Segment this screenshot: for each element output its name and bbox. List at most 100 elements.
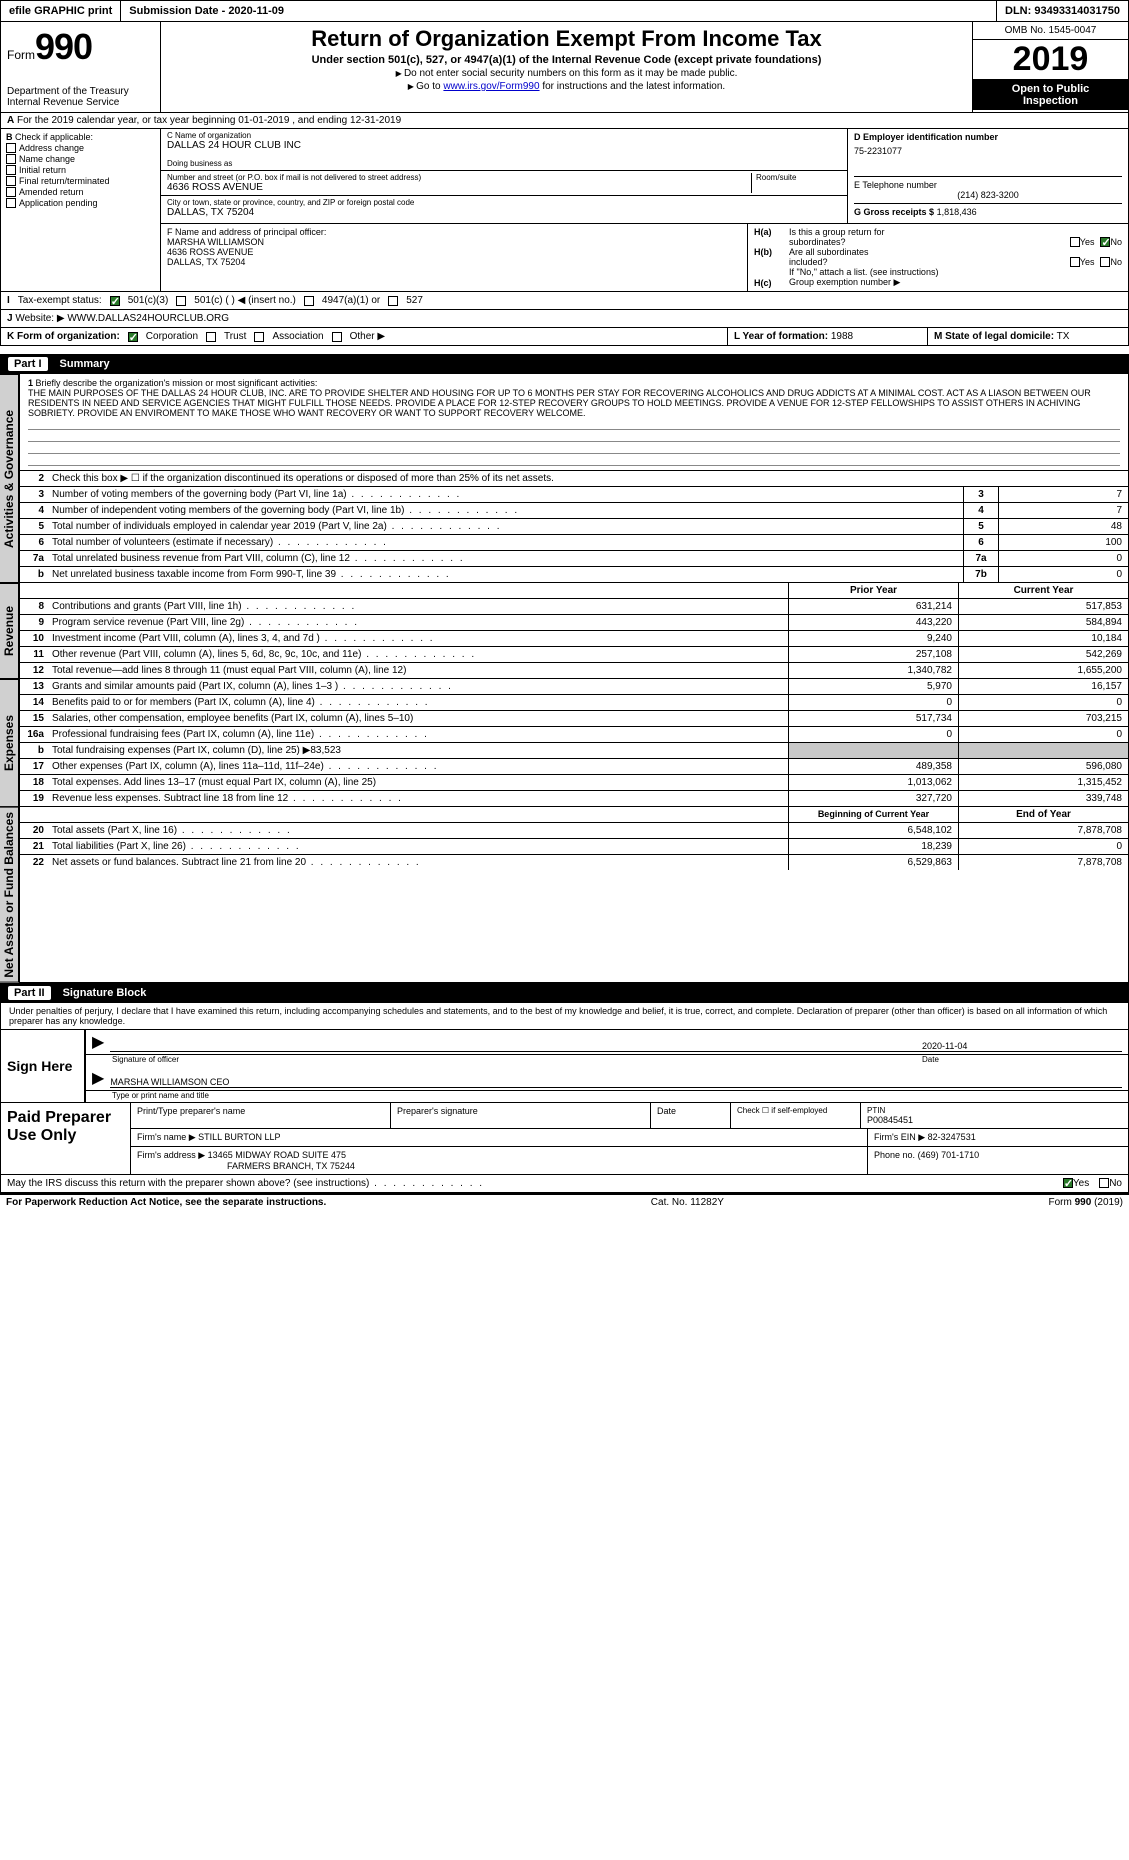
initial-return-label: Initial return [19,165,66,175]
end-year-header: End of Year [958,807,1128,822]
checkbox-amended-return[interactable] [6,187,16,197]
line8-text: Contributions and grants (Part VIII, lin… [48,599,788,614]
name-title-label: Type or print name and title [86,1091,1128,1102]
checkbox-4947a1[interactable] [304,296,314,306]
line17-prior: 489,358 [788,759,958,774]
ha-label: H(a) [754,227,789,237]
activities-governance-section: Activities & Governance 1 Briefly descri… [0,374,1129,583]
omb-number: OMB No. 1545-0047 [973,22,1128,40]
hb-label: H(b) [754,247,789,257]
final-return-label: Final return/terminated [19,176,110,186]
line5-value: 48 [998,519,1128,534]
line7b-text: Net unrelated business taxable income fr… [48,567,963,582]
year-formation-value: 1988 [831,331,853,342]
checkbox-addr-change[interactable] [6,143,16,153]
firm-ein-value: 82-3247531 [928,1132,976,1142]
checkbox-527[interactable] [388,296,398,306]
checkbox-other[interactable] [332,332,342,342]
line2-text: Check this box ▶ ☐ if the organization d… [48,471,1128,486]
checkbox-501c3[interactable] [110,296,120,306]
line22-current: 7,878,708 [958,855,1128,870]
checkbox-app-pending[interactable] [6,198,16,208]
section-j: J Website: ▶ WWW.DALLAS24HOURCLUB.ORG [0,310,1129,328]
checkbox-trust[interactable] [206,332,216,342]
checkbox-initial-return[interactable] [6,165,16,175]
checkbox-discuss-yes[interactable] [1063,1178,1073,1188]
line4-text: Number of independent voting members of … [48,503,963,518]
officer-city: DALLAS, TX 75204 [167,257,741,267]
begin-year-header: Beginning of Current Year [788,807,958,822]
527-label: 527 [406,295,423,306]
prep-name-label: Print/Type preparer's name [131,1103,391,1128]
corporation-label: Corporation [146,331,198,342]
line8-current: 517,853 [958,599,1128,614]
line21-current: 0 [958,839,1128,854]
note2-pre: Go to [416,81,443,92]
year-formation-label: L Year of formation: [734,331,828,342]
checkbox-ha-no[interactable] [1100,237,1110,247]
irs-label: Internal Revenue Service [7,97,154,108]
org-name: DALLAS 24 HOUR CLUB INC [167,140,841,151]
line12-prior: 1,340,782 [788,663,958,678]
dept-treasury: Department of the Treasury [7,86,154,97]
line3-text: Number of voting members of the governin… [48,487,963,502]
part1-header: Part I Summary [0,354,1129,374]
line5-text: Total number of individuals employed in … [48,519,963,534]
penalty-text: Under penalties of perjury, I declare th… [1,1003,1128,1029]
section-c: C Name of organization DALLAS 24 HOUR CL… [161,129,848,223]
app-pending-label: Application pending [19,198,98,208]
line16a-current: 0 [958,727,1128,742]
line12-text: Total revenue—add lines 8 through 11 (mu… [48,663,788,678]
addr-change-label: Address change [19,143,84,153]
submission-date: Submission Date - 2020-11-09 [121,1,996,21]
org-name-label: C Name of organization [167,131,841,140]
gross-receipts-value: 1,818,436 [937,207,977,217]
line16a-text: Professional fundraising fees (Part IX, … [48,727,788,742]
line6-value: 100 [998,535,1128,550]
line17-current: 596,080 [958,759,1128,774]
line18-text: Total expenses. Add lines 13–17 (must eq… [48,775,788,790]
tax-year-range: For the 2019 calendar year, or tax year … [17,115,401,126]
checkbox-corporation[interactable] [128,332,138,342]
hb-note: If "No," attach a list. (see instruction… [754,267,1122,277]
line16b-prior-shade [788,743,958,758]
section-i-tax-status: I Tax-exempt status: 501(c)(3) 501(c) ( … [0,292,1129,310]
check-if-label: Check if applicable: [15,132,93,142]
form-number: 990 [35,26,92,67]
checkbox-discuss-no[interactable] [1099,1178,1109,1188]
line10-prior: 9,240 [788,631,958,646]
firm-name-label: Firm's name ▶ [137,1132,196,1142]
open-public: Open to Public Inspection [973,80,1128,110]
line8-prior: 631,214 [788,599,958,614]
line22-prior: 6,529,863 [788,855,958,870]
current-year-header: Current Year [958,583,1128,598]
ha-text1: Is this a group return for [789,227,885,237]
expenses-section: Expenses 13Grants and similar amounts pa… [0,679,1129,807]
irs-link[interactable]: www.irs.gov/Form990 [443,81,539,92]
checkbox-name-change[interactable] [6,154,16,164]
line9-prior: 443,220 [788,615,958,630]
dln: DLN: 93493314031750 [996,1,1128,21]
prep-date-label: Date [651,1103,731,1128]
section-h: H(a) Is this a group return for subordin… [748,224,1128,291]
checkbox-hb-no[interactable] [1100,257,1110,267]
checkbox-association[interactable] [254,332,264,342]
checkbox-final-return[interactable] [6,176,16,186]
line11-prior: 257,108 [788,647,958,662]
section-f: F Name and address of principal officer:… [161,224,748,291]
hb-yes: Yes [1080,257,1095,267]
checkbox-501c[interactable] [176,296,186,306]
net-assets-section: Net Assets or Fund Balances Beginning of… [0,807,1129,983]
officer-name: MARSHA WILLIAMSON [167,237,741,247]
officer-street: 4636 ROSS AVENUE [167,247,741,257]
checkbox-ha-yes[interactable] [1070,237,1080,247]
efile-print-button[interactable]: efile GRAPHIC print [1,1,121,21]
discuss-no: No [1109,1178,1122,1189]
ptin-value: P00845451 [867,1115,1122,1125]
form-note-ssn: Do not enter social security numbers on … [169,68,964,79]
line20-text: Total assets (Part X, line 16) [48,823,788,838]
checkbox-hb-yes[interactable] [1070,257,1080,267]
sign-here-label: Sign Here [1,1030,86,1102]
prior-year-header: Prior Year [788,583,958,598]
line21-prior: 18,239 [788,839,958,854]
